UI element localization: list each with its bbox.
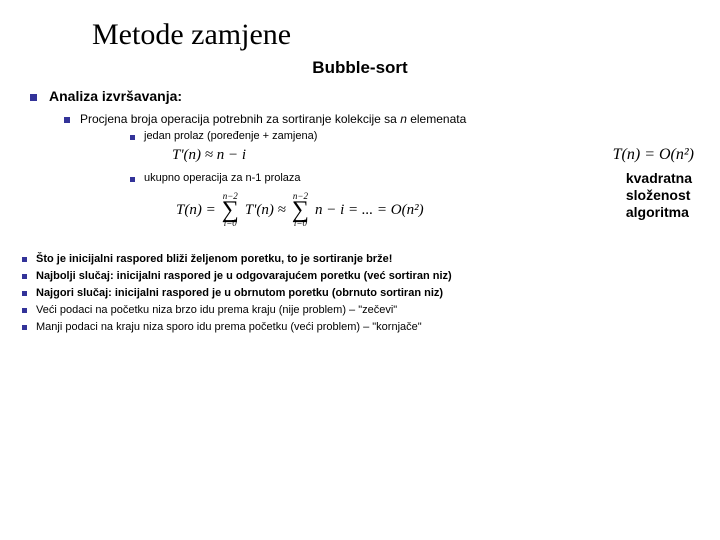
- bullet-icon: [22, 257, 27, 262]
- bullet-icon: [130, 177, 135, 182]
- note-1: Što je inicijalni raspored bliži željeno…: [22, 253, 698, 265]
- bullet-icon: [30, 94, 37, 101]
- bullet-icon: [22, 274, 27, 279]
- slide-subtitle: Bubble-sort: [22, 58, 698, 78]
- formula-row-1: T'(n) ≈ n − i T(n) = O(n²): [22, 146, 698, 164]
- note-5: Manji podaci na kraju niza sporo idu pre…: [22, 321, 698, 333]
- heading-row: Analiza izvršavanja:: [30, 88, 698, 104]
- subitem-onepass-text: jedan prolaz (poređenje + zamjena): [144, 130, 317, 142]
- formula-tprime: T'(n) ≈ n − i: [172, 147, 246, 164]
- sigma-icon: ∑: [222, 201, 239, 219]
- formula-sum: T(n) = n−2 ∑ i=0 T'(n) ≈ n−2 ∑ i=0 n − i…: [172, 190, 698, 230]
- bullet-icon: [64, 117, 70, 123]
- bullet-icon: [22, 291, 27, 296]
- annotation-complexity: kvadratna složenost algoritma: [626, 170, 692, 220]
- bullet-icon: [22, 325, 27, 330]
- formula-big-o: T(n) = O(n²): [613, 146, 694, 164]
- subitem-onepass: jedan prolaz (poređenje + zamjena): [130, 130, 698, 142]
- item-estimate-text: Procjena broja operacija potrebnih za so…: [80, 112, 466, 126]
- subitem-total: ukupno operacija za n-1 prolaza: [130, 172, 301, 184]
- subitem-total-text: ukupno operacija za n-1 prolaza: [144, 172, 301, 184]
- slide-title: Metode zamjene: [92, 18, 698, 52]
- formula-sum-table: T(n) = n−2 ∑ i=0 T'(n) ≈ n−2 ∑ i=0 n − i…: [172, 190, 428, 230]
- sigma-icon: ∑: [292, 201, 309, 219]
- heading-text: Analiza izvršavanja:: [49, 88, 182, 104]
- note-4: Veći podaci na početku niza brzo idu pre…: [22, 304, 698, 316]
- formula-lhs: T(n) =: [174, 192, 218, 228]
- note-3: Najgori slučaj: inicijalni raspored je u…: [22, 287, 698, 299]
- item-estimate: Procjena broja operacija potrebnih za so…: [64, 112, 698, 126]
- bullet-icon: [130, 135, 135, 140]
- bottom-list: Što je inicijalni raspored bliži željeno…: [22, 253, 698, 333]
- note-2: Najbolji slučaj: inicijalni raspored je …: [22, 270, 698, 282]
- slide: Metode zamjene Bubble-sort Analiza izvrš…: [0, 0, 720, 540]
- bullet-icon: [22, 308, 27, 313]
